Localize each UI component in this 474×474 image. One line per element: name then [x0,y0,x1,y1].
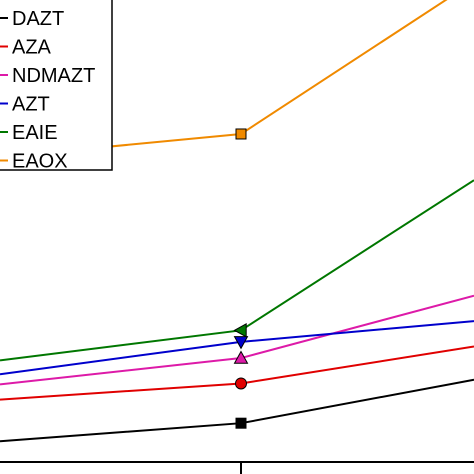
data-point-azt [233,336,249,350]
series-line-aza [0,345,474,401]
data-point-ndmazt [233,350,249,364]
data-point-aza [235,377,247,390]
legend-label-azt: AZT [12,94,50,116]
data-point-eaox [235,128,247,140]
legend-label-eaox: EAOX [12,151,68,173]
legend-label-ndmazt: NDMAZT [12,65,95,87]
series-markers [233,128,249,429]
data-point-eaie [233,322,247,338]
legend-label-aza: AZA [12,37,52,59]
legend: DAZT AZA NDMAZT AZT EAIE EAOX [0,0,113,173]
data-point-dazt [235,417,247,429]
legend-box [0,0,113,171]
series-line-eaie [0,179,474,362]
x-axis [0,461,474,474]
legend-label-eaie: EAIE [12,122,58,144]
series-line-dazt [0,378,474,443]
legend-label-dazt: DAZT [12,8,64,30]
